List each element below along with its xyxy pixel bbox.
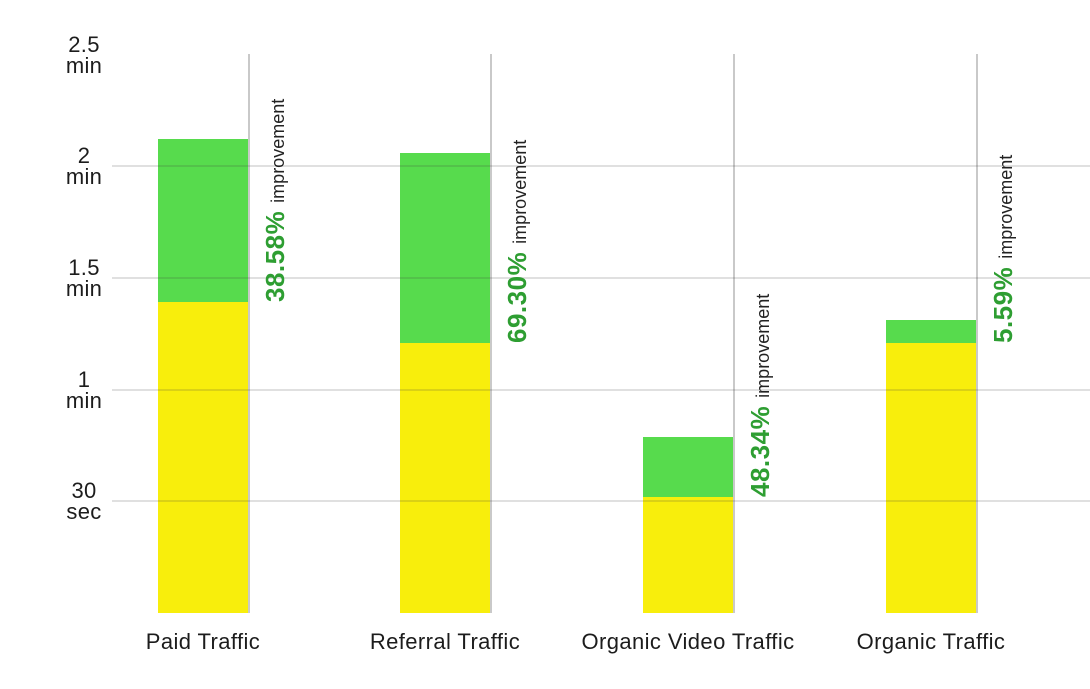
bar-segment-green [158, 139, 248, 303]
vertical-gridline [490, 54, 492, 613]
y-axis-tick-label: 1 min [24, 366, 144, 413]
y-tick-unit: min [65, 275, 103, 301]
y-tick-value: 1.5 [68, 254, 100, 280]
improvement-word: improvement [996, 154, 1016, 259]
bar-segment-green [643, 436, 733, 497]
y-tick-unit: min [65, 52, 103, 78]
improvement-annotation: 5.59% improvement [988, 154, 1023, 342]
category-label: Organic Video Traffic [581, 629, 795, 654]
improvement-word: improvement [268, 99, 288, 204]
vertical-gridline [733, 54, 735, 613]
improvement-annotation: 69.30% improvement [502, 139, 537, 342]
improvement-percentage: 38.58% [260, 211, 290, 303]
improvement-percentage: 69.30% [502, 251, 532, 343]
improvement-word: improvement [753, 293, 773, 398]
y-tick-value: 1 [77, 366, 91, 392]
bar-segment-green [886, 320, 976, 343]
improvement-percentage: 5.59% [988, 266, 1018, 343]
bar-segment-yellow [643, 496, 733, 613]
horizontal-gridline [112, 165, 1090, 168]
y-axis-tick-label: 2 min [24, 143, 144, 190]
y-tick-value: 2.5 [68, 31, 100, 57]
vertical-gridline [976, 54, 978, 613]
y-tick-value: 2 [77, 143, 91, 169]
category-label: Referral Traffic [369, 629, 521, 654]
y-axis-tick-label: 1.5 min [24, 254, 144, 301]
bar-segment-green [400, 152, 490, 343]
y-axis-tick-label: 2.5 min [24, 31, 144, 78]
y-tick-unit: min [65, 164, 103, 190]
y-tick-unit: min [65, 387, 103, 413]
y-tick-unit: sec [66, 499, 102, 525]
improvement-annotation: 48.34% improvement [745, 294, 780, 497]
bar-segment-yellow [158, 302, 248, 613]
improvement-annotation: 38.58% improvement [260, 99, 295, 302]
horizontal-gridline [112, 276, 1090, 279]
y-tick-value: 30 [71, 478, 97, 504]
bar-segment-yellow [886, 342, 976, 613]
category-label: Paid Traffic [145, 629, 261, 654]
vertical-gridline [248, 54, 250, 613]
y-axis-tick-label: 30 sec [24, 478, 144, 525]
category-label: Organic Traffic [856, 629, 1006, 654]
bar-segment-yellow [400, 342, 490, 613]
improvement-percentage: 48.34% [745, 405, 775, 497]
improvement-word: improvement [510, 139, 530, 244]
